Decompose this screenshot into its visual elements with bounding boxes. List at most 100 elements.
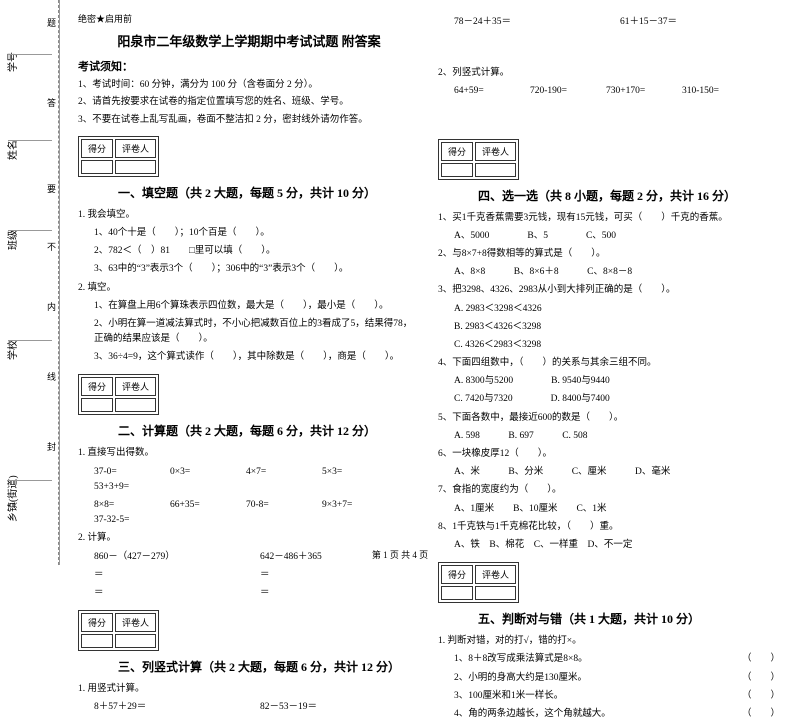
seal-char: 要 bbox=[47, 182, 56, 195]
calc-row: 37-0= 0×3= 4×7= 5×3= 53+3+9= bbox=[78, 465, 420, 495]
judge-text: 2、小明的身高大约是130厘米。 bbox=[454, 671, 587, 686]
section-title-1: 一、填空题（共 2 大题，每题 5 分，共计 10 分） bbox=[118, 184, 376, 201]
eq-sign: ＝ bbox=[94, 586, 254, 601]
score-box: 得分 评卷人 bbox=[78, 374, 159, 415]
options: C. 7420与7320 D. 8400与7400 bbox=[438, 392, 780, 407]
calc-row: 8×8= 66+35= 70-8= 9×3+7= 37-32-5= bbox=[78, 498, 420, 528]
score-box: 得分 评卷人 bbox=[438, 562, 519, 603]
notice-item: 3、不要在试卷上乱写乱画，卷面不整洁扣 2 分，密封线外请勿作答。 bbox=[78, 113, 420, 127]
grader-label: 评卷人 bbox=[115, 139, 156, 158]
seal-char: 答 bbox=[47, 96, 56, 109]
calc-row: ＝ ＝ bbox=[78, 586, 420, 601]
question: 2. 计算。 bbox=[78, 531, 420, 546]
seal-char: 封 bbox=[47, 440, 56, 453]
judge-text: 1、8＋8改写成乘法算式是8×8。 bbox=[454, 652, 588, 667]
paren: （ ） bbox=[742, 652, 780, 667]
seal-char: 线 bbox=[47, 370, 56, 383]
paren: （ ） bbox=[742, 689, 780, 704]
question: 6、一块橡皮厚12（ ）。 bbox=[438, 447, 780, 462]
calc-item: 310-150= bbox=[682, 84, 752, 99]
page-title: 阳泉市二年级数学上学期期中考试试题 附答案 bbox=[78, 31, 420, 50]
judge-item: 3、100厘米和1米一样长。 （ ） bbox=[438, 689, 780, 704]
section-title-3: 三、列竖式计算（共 2 大题，每题 6 分，共计 12 分） bbox=[118, 658, 400, 675]
question: 5、下面各数中，最接近600的数是（ ）。 bbox=[438, 411, 780, 426]
score-box: 得分 评卷人 bbox=[438, 139, 519, 180]
calc-item: 70-8= bbox=[246, 498, 316, 513]
eq-sign: ＝ bbox=[260, 568, 330, 583]
calc-item: 61＋15－37＝ bbox=[620, 15, 690, 30]
margin-field bbox=[8, 340, 52, 341]
notice-heading: 考试须知： bbox=[78, 58, 420, 74]
dashed-seal-line bbox=[58, 0, 59, 565]
margin-label-xz: 乡镇(街道) bbox=[4, 475, 19, 522]
seal-char: 不 bbox=[47, 240, 56, 253]
sub-question: 2、782＜（ ）81 □里可以填（ ）。 bbox=[78, 244, 420, 259]
binding-margin: 题 学号 答 姓名 要 班级 不 内 学校 线 封 乡镇(街道) bbox=[0, 0, 60, 565]
right-column: 78－24＋35＝ 61＋15－37＝ 2、列竖式计算。 64+59= 720-… bbox=[438, 12, 780, 561]
judge-text: 3、100厘米和1米一样长。 bbox=[454, 689, 563, 704]
eq-sign: ＝ bbox=[94, 568, 254, 583]
page-footer: 第 1 页 共 4 页 bbox=[0, 548, 800, 561]
score-label: 得分 bbox=[81, 139, 113, 158]
margin-field bbox=[8, 140, 52, 141]
calc-row: ＝ ＝ bbox=[78, 568, 420, 583]
options: A. 8300与5200 B. 9540与9440 bbox=[438, 374, 780, 389]
question: 2、列竖式计算。 bbox=[438, 66, 780, 81]
sub-question: 1、在算盘上用6个算珠表示四位数，最大是（ ），最小是（ ）。 bbox=[78, 299, 420, 314]
calc-item: 82－53－19＝ bbox=[260, 700, 330, 715]
judge-item: 2、小明的身高大约是130厘米。（ ） bbox=[438, 671, 780, 686]
seal-char: 内 bbox=[47, 300, 56, 313]
question: 1. 直接写出得数。 bbox=[78, 446, 420, 461]
margin-field bbox=[8, 480, 52, 481]
margin-label-xh: 学号 bbox=[4, 52, 19, 72]
sub-question: 3、36÷4=9，这个算式读作（ ），其中除数是（ ），商是（ ）。 bbox=[78, 350, 420, 365]
score-label: 得分 bbox=[441, 565, 473, 584]
options: A、8×8 B、8×6＋8 C、8×8－8 bbox=[438, 265, 780, 280]
margin-label-bj: 班级 bbox=[4, 230, 19, 250]
grader-label: 评卷人 bbox=[115, 377, 156, 396]
calc-item: 5×3= bbox=[322, 465, 392, 480]
score-label: 得分 bbox=[441, 142, 473, 161]
question: 2、与8×7+8得数相等的算式是（ ）。 bbox=[438, 247, 780, 262]
calc-item: 9×3+7= bbox=[322, 498, 392, 513]
section-title-5: 五、判断对与错（共 1 大题，共计 10 分） bbox=[478, 610, 700, 627]
margin-field bbox=[8, 54, 52, 55]
question: 1. 判断对错，对的打√，错的打×。 bbox=[438, 634, 780, 649]
question: 3、把3298、4326、2983从小到大排列正确的是（ ）。 bbox=[438, 283, 780, 298]
grader-label: 评卷人 bbox=[115, 613, 156, 632]
margin-label-xx: 学校 bbox=[4, 340, 19, 360]
calc-item: 66+35= bbox=[170, 498, 240, 513]
notice-item: 2、请首先按要求在试卷的指定位置填写您的姓名、班级、学号。 bbox=[78, 95, 420, 109]
paren: （ ） bbox=[742, 707, 780, 722]
option: B. 2983＜4326＜3298 bbox=[438, 320, 780, 335]
judge-item: 1、8＋8改写成乘法算式是8×8。 （ ） bbox=[438, 652, 780, 667]
score-label: 得分 bbox=[81, 613, 113, 632]
margin-field bbox=[8, 230, 52, 231]
grader-label: 评卷人 bbox=[475, 565, 516, 584]
eq-sign: ＝ bbox=[260, 586, 330, 601]
notice-item: 1、考试时间：60 分钟，满分为 100 分（含卷面分 2 分）。 bbox=[78, 78, 420, 92]
question: 8、1千克铁与1千克棉花比较，（ ）重。 bbox=[438, 520, 780, 535]
grader-label: 评卷人 bbox=[475, 142, 516, 161]
calc-item: 8×8= bbox=[94, 498, 164, 513]
section-title-4: 四、选一选（共 8 小题，每题 2 分，共计 16 分） bbox=[478, 187, 736, 204]
calc-item: 37-0= bbox=[94, 465, 164, 480]
calc-item: 53+3+9= bbox=[94, 480, 164, 495]
score-box: 得分 评卷人 bbox=[78, 136, 159, 177]
sub-question: 3、63中的“3”表示3个（ ）；306中的“3”表示3个（ ）。 bbox=[78, 262, 420, 277]
calc-item: 37-32-5= bbox=[94, 513, 164, 528]
calc-item: 0×3= bbox=[170, 465, 240, 480]
section-title-2: 二、计算题（共 2 大题，每题 6 分，共计 12 分） bbox=[118, 422, 376, 439]
calc-item: 64+59= bbox=[454, 84, 524, 99]
calc-item: 8＋57＋29＝ bbox=[94, 700, 254, 715]
options: A. 598 B. 697 C. 508 bbox=[438, 429, 780, 444]
calc-row: 8＋57＋29＝ 82－53－19＝ bbox=[78, 700, 420, 715]
margin-label-xm: 姓名 bbox=[4, 140, 19, 160]
calc-row: 78－24＋35＝ 61＋15－37＝ bbox=[438, 15, 780, 30]
calc-item: 78－24＋35＝ bbox=[454, 15, 614, 30]
option: A. 2983＜3298＜4326 bbox=[438, 302, 780, 317]
sub-question: 1、40个十是（ ）；10个百是（ ）。 bbox=[78, 226, 420, 241]
calc-item: 720-190= bbox=[530, 84, 600, 99]
question: 2. 填空。 bbox=[78, 281, 420, 296]
options: A、1厘米 B、10厘米 C、1米 bbox=[438, 502, 780, 517]
